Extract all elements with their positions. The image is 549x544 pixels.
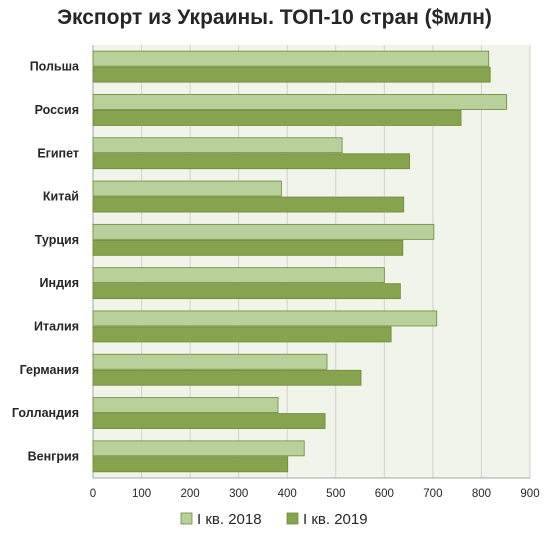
category-label-3: Китай bbox=[43, 190, 79, 204]
category-label-1: Россия bbox=[35, 103, 79, 117]
bar-2019-5 bbox=[92, 283, 401, 300]
x-tick-label-5: 500 bbox=[326, 488, 345, 500]
legend-swatch-0 bbox=[180, 512, 193, 525]
category-label-6: Италия bbox=[34, 319, 79, 333]
x-tick-label-2: 200 bbox=[181, 488, 200, 500]
bar-2019-3 bbox=[92, 196, 405, 213]
bar-2019-8 bbox=[92, 413, 326, 429]
x-tick-label-9: 900 bbox=[520, 488, 539, 500]
x-tick-label-0: 0 bbox=[90, 488, 96, 500]
x-tick-label-3: 300 bbox=[229, 488, 248, 500]
x-tick-label-7: 700 bbox=[423, 488, 442, 500]
legend-label-0: I кв. 2018 bbox=[197, 511, 262, 528]
bar-2018-7 bbox=[92, 353, 328, 370]
bar-2019-4 bbox=[92, 239, 404, 256]
category-label-5: Индия bbox=[40, 276, 79, 290]
bar-2018-3 bbox=[92, 180, 282, 197]
bar-2019-9 bbox=[92, 456, 289, 473]
chart-title: Экспорт из Украины. ТОП-10 стран ($млн) bbox=[57, 6, 492, 29]
legend-swatch-1 bbox=[286, 512, 299, 525]
category-label-9: Венгрия bbox=[28, 449, 79, 463]
x-tick-label-8: 800 bbox=[472, 488, 491, 500]
bar-2018-2 bbox=[92, 137, 343, 154]
category-label-4: Турция bbox=[35, 233, 79, 247]
category-label-0: Польша bbox=[30, 60, 80, 74]
category-label-7: Германия bbox=[20, 363, 79, 377]
bar-2018-1 bbox=[92, 94, 508, 110]
x-tick-label-1: 100 bbox=[132, 488, 151, 500]
x-tick-label-6: 600 bbox=[375, 488, 394, 500]
bar-2019-0 bbox=[92, 66, 491, 83]
bar-2018-5 bbox=[92, 267, 385, 284]
bar-2019-6 bbox=[92, 326, 392, 343]
category-label-2: Египет bbox=[37, 146, 79, 160]
bar-2018-9 bbox=[92, 440, 305, 457]
bar-2018-4 bbox=[92, 223, 435, 240]
bar-2018-8 bbox=[92, 397, 279, 413]
bar-2018-6 bbox=[92, 310, 438, 327]
category-label-8: Голландия bbox=[12, 406, 79, 420]
bar-2019-7 bbox=[92, 369, 362, 386]
bar-2019-1 bbox=[92, 110, 462, 126]
bar-2019-2 bbox=[92, 153, 410, 170]
plot-area bbox=[93, 45, 530, 478]
bar-2018-0 bbox=[92, 50, 490, 67]
x-tick-label-4: 400 bbox=[278, 488, 297, 500]
legend-label-1: I кв. 2019 bbox=[303, 511, 368, 528]
